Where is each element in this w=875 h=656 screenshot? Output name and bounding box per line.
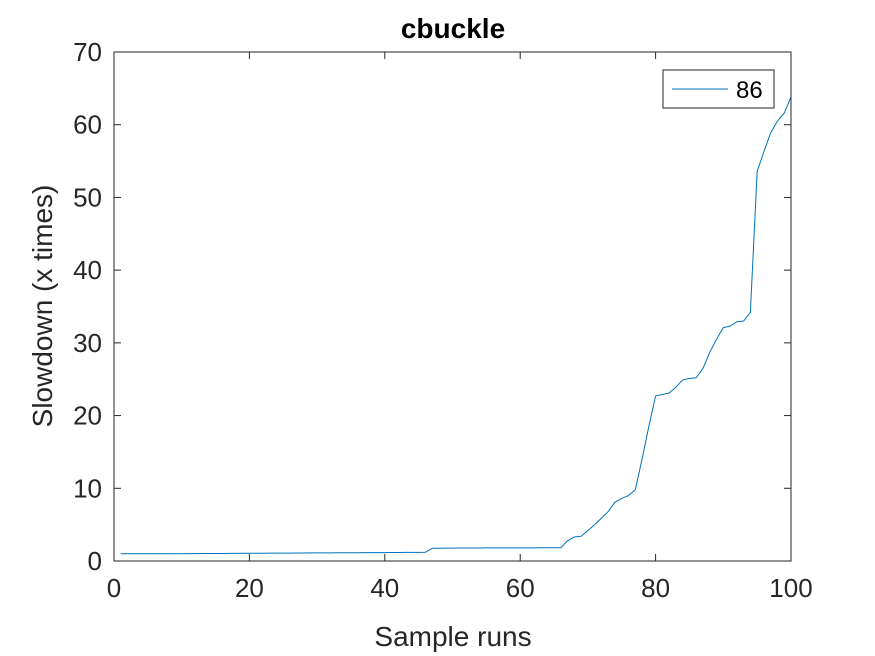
axes-box xyxy=(113,51,792,562)
y-tick-label: 10 xyxy=(73,473,102,503)
x-tick-label: 0 xyxy=(107,573,121,603)
x-tick-label: 100 xyxy=(769,573,812,603)
series-group xyxy=(120,96,792,555)
chart-title: cbuckle xyxy=(401,13,505,44)
y-tick-label: 20 xyxy=(73,401,102,431)
x-axis-label: Sample runs xyxy=(374,621,531,652)
y-tick-label: 50 xyxy=(73,182,102,212)
y-tick-label: 0 xyxy=(88,546,102,576)
plot-area xyxy=(114,52,791,561)
y-tick-label: 70 xyxy=(73,37,102,67)
legend: 86 xyxy=(662,69,775,109)
x-tick-label: 60 xyxy=(506,573,535,603)
y-tick-label: 40 xyxy=(73,255,102,285)
y-tick-label: 30 xyxy=(73,328,102,358)
axis-ticks: 0 20 40 60 80 100 0 10 20 30 40 50 60 70 xyxy=(73,37,813,603)
x-tick-label: 20 xyxy=(235,573,264,603)
y-axis-label: Slowdown (x times) xyxy=(27,185,58,428)
x-tick-label: 80 xyxy=(641,573,670,603)
series-line-0 xyxy=(120,96,792,555)
y-tick-label: 60 xyxy=(73,110,102,140)
legend-entry-label: 86 xyxy=(736,77,763,104)
x-tick-label: 40 xyxy=(370,573,399,603)
